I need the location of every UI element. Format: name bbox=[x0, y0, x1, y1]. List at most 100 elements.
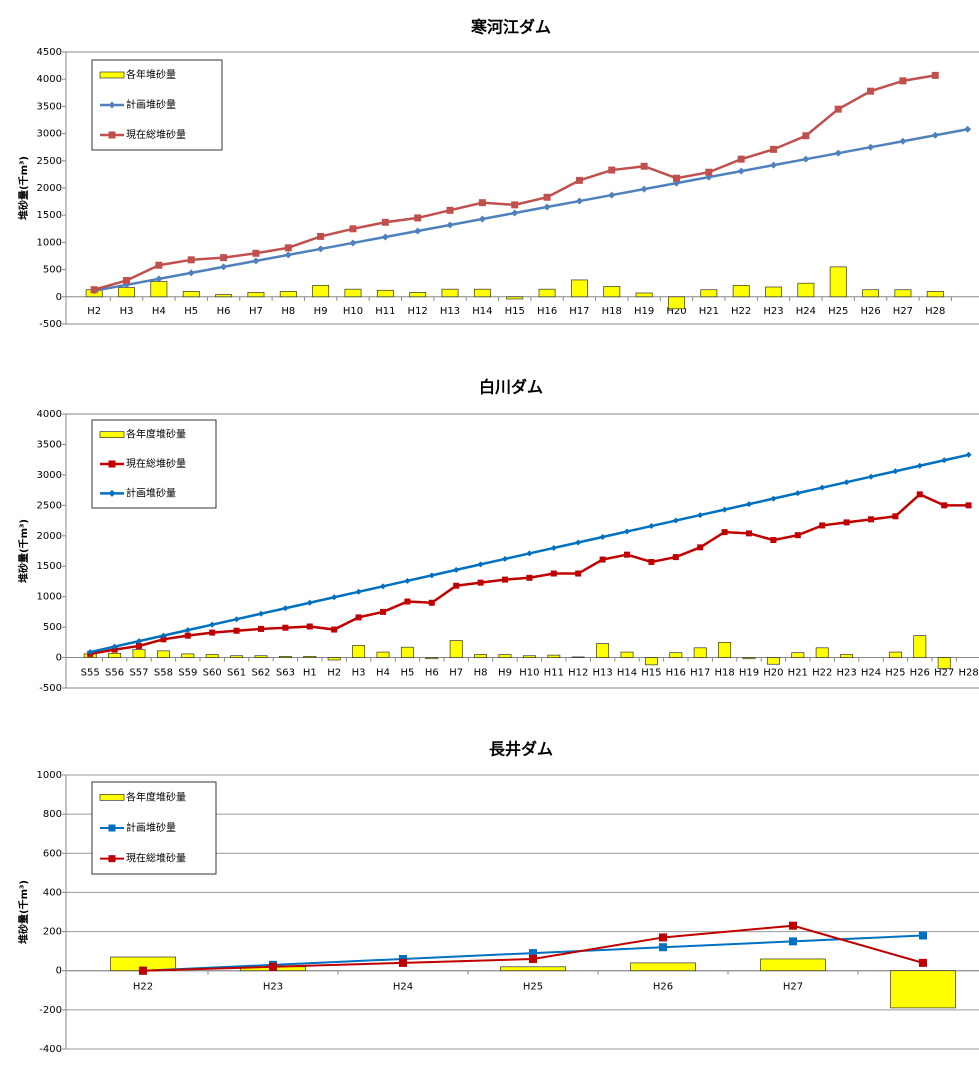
marker bbox=[899, 137, 907, 145]
marker bbox=[899, 77, 907, 85]
bar bbox=[181, 653, 195, 658]
marker bbox=[331, 594, 338, 601]
bar bbox=[425, 657, 439, 660]
marker bbox=[284, 251, 292, 259]
x-tick-label: H22 bbox=[133, 982, 153, 993]
bar bbox=[344, 288, 362, 298]
marker bbox=[770, 495, 777, 502]
x-tick-label: H2 bbox=[327, 668, 341, 679]
y-tick-label: 200 bbox=[43, 927, 62, 938]
x-tick-label: H19 bbox=[739, 668, 759, 679]
line bbox=[89, 492, 969, 656]
marker bbox=[355, 588, 362, 595]
x-tick-label: H25 bbox=[523, 982, 543, 993]
legend-marker bbox=[108, 489, 116, 497]
bar bbox=[668, 296, 685, 310]
marker bbox=[575, 176, 583, 184]
marker bbox=[672, 517, 679, 524]
marker bbox=[220, 263, 228, 271]
bar bbox=[156, 650, 170, 658]
x-tick-label: H10 bbox=[343, 306, 363, 317]
x-tick-label: H20 bbox=[763, 668, 783, 679]
marker bbox=[550, 570, 557, 577]
y-tick-label: 1000 bbox=[37, 237, 62, 248]
bar bbox=[797, 282, 815, 298]
legend-label: 各年度堆砂量 bbox=[126, 790, 186, 803]
legend-marker bbox=[108, 131, 116, 139]
x-tick-label: S60 bbox=[203, 668, 222, 679]
marker bbox=[252, 249, 260, 257]
x-tick-label: H14 bbox=[472, 306, 492, 317]
marker bbox=[834, 105, 842, 113]
x-tick-label: H16 bbox=[666, 668, 686, 679]
bar bbox=[603, 286, 621, 298]
marker bbox=[697, 512, 704, 519]
x-tick-label: S62 bbox=[251, 668, 270, 679]
x-tick-label: S56 bbox=[105, 668, 124, 679]
y-axis-title: 堆砂量(千m³) bbox=[17, 519, 30, 583]
marker bbox=[659, 933, 667, 942]
y-tick-label: 2500 bbox=[37, 156, 62, 167]
marker bbox=[404, 577, 411, 584]
x-tick-label: H15 bbox=[641, 668, 661, 679]
x-tick-label: H6 bbox=[425, 668, 439, 679]
x-tick-label: H25 bbox=[828, 306, 848, 317]
bar bbox=[327, 657, 341, 661]
y-tick-label: 1500 bbox=[37, 561, 62, 572]
marker bbox=[414, 214, 422, 222]
bar bbox=[230, 655, 244, 658]
line bbox=[93, 128, 968, 293]
marker bbox=[737, 167, 745, 175]
marker bbox=[111, 643, 118, 650]
marker bbox=[478, 215, 486, 223]
x-tick-label: H4 bbox=[152, 306, 166, 317]
bar bbox=[506, 296, 524, 300]
bar bbox=[630, 962, 696, 972]
legend-label: 計画堆砂量 bbox=[126, 821, 176, 834]
marker bbox=[446, 221, 454, 229]
x-tick-label: H24 bbox=[393, 982, 413, 993]
bar bbox=[473, 288, 491, 298]
bar bbox=[449, 640, 463, 658]
marker bbox=[284, 244, 292, 252]
bar bbox=[718, 641, 732, 658]
bar bbox=[669, 652, 683, 658]
x-tick-label: H27 bbox=[893, 306, 913, 317]
x-tick-label: H25 bbox=[885, 668, 905, 679]
x-tick-label: H9 bbox=[498, 668, 512, 679]
bar bbox=[500, 966, 566, 972]
x-tick-label: H14 bbox=[617, 668, 637, 679]
x-tick-label: H8 bbox=[281, 306, 295, 317]
bar bbox=[596, 643, 610, 658]
y-tick-label: 0 bbox=[56, 966, 62, 977]
bar bbox=[215, 294, 233, 298]
marker bbox=[941, 502, 948, 509]
marker bbox=[965, 451, 972, 458]
bar bbox=[522, 655, 536, 658]
marker bbox=[672, 554, 679, 561]
x-tick-label: H6 bbox=[217, 306, 231, 317]
x-tick-label: H20 bbox=[666, 306, 686, 317]
marker bbox=[306, 599, 313, 606]
bar bbox=[791, 652, 805, 658]
marker bbox=[705, 168, 713, 176]
marker bbox=[317, 245, 325, 253]
x-tick-label: H28 bbox=[958, 668, 978, 679]
bar bbox=[765, 286, 782, 298]
marker bbox=[697, 544, 704, 551]
marker bbox=[721, 506, 728, 513]
marker bbox=[746, 530, 752, 537]
marker bbox=[640, 162, 648, 170]
marker bbox=[123, 276, 131, 284]
bar bbox=[303, 655, 317, 658]
marker bbox=[599, 533, 606, 540]
marker bbox=[428, 599, 435, 606]
marker bbox=[843, 479, 850, 486]
x-tick-label: S63 bbox=[276, 668, 295, 679]
marker bbox=[317, 232, 325, 240]
marker bbox=[608, 191, 616, 199]
bar bbox=[474, 654, 488, 658]
marker bbox=[526, 574, 533, 581]
bar bbox=[108, 652, 122, 658]
x-tick-label: H24 bbox=[861, 668, 881, 679]
